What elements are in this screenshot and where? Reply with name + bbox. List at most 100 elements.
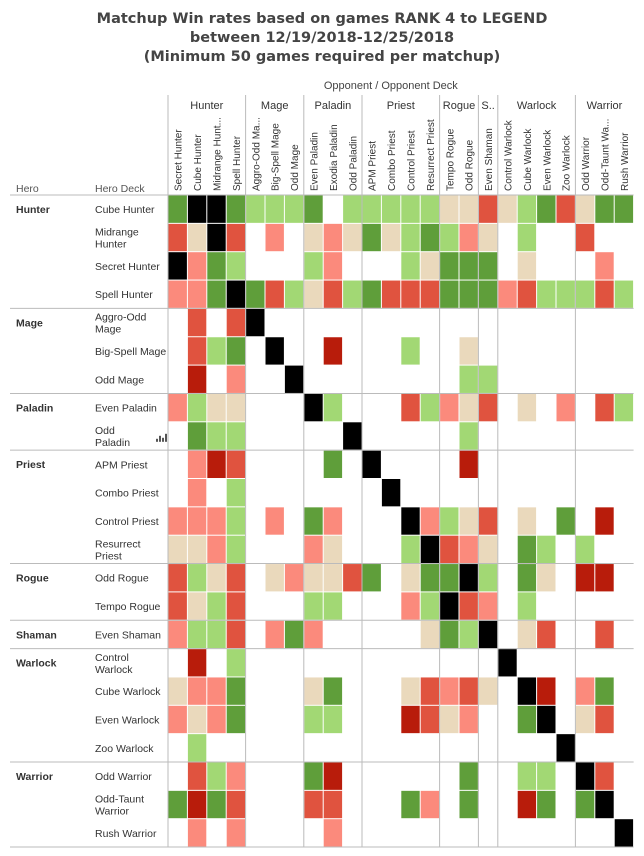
heatmap-cell (440, 223, 459, 252)
heatmap-cell (207, 535, 226, 564)
heatmap-cell (595, 564, 614, 592)
heatmap-cell (517, 762, 537, 790)
heatmap-cell (323, 762, 343, 790)
heatmap-cell (575, 564, 595, 592)
heatmap-cell (517, 223, 537, 252)
heatmap-cell (207, 223, 226, 252)
heatmap-cell (284, 195, 304, 223)
heatmap-cell (187, 592, 207, 620)
heatmap-cell (440, 592, 459, 620)
heatmap-cell (478, 223, 498, 252)
heatmap-cell (284, 620, 304, 649)
heatmap-cell (323, 393, 343, 422)
row-label: Tempo Rogue (95, 601, 161, 613)
heatmap-cell (265, 620, 284, 649)
column-group-label: Mage (261, 100, 289, 112)
heatmap-cell (323, 252, 343, 280)
heatmap-cell (226, 393, 246, 422)
heatmap-cell (420, 592, 440, 620)
heatmap-cell (187, 819, 207, 847)
heatmap-cell (362, 564, 381, 592)
column-label: Zoo Warlock (562, 134, 573, 191)
heatmap-cell (304, 705, 323, 734)
heatmap-cell (226, 365, 246, 393)
heatmap-cell (459, 790, 478, 819)
heatmap-cell (207, 705, 226, 734)
row-menu-icon (159, 435, 161, 442)
row-label: Secret Hunter (95, 261, 160, 273)
title-line-3: (Minimum 50 games required per matchup) (143, 49, 501, 65)
heatmap-cell (440, 535, 459, 564)
heatmap-cell (187, 705, 207, 734)
heatmap-cell (537, 195, 556, 223)
heatmap-cell (401, 393, 420, 422)
heatmap-cell (537, 564, 556, 592)
heatmap-cell (459, 620, 478, 649)
heatmap-cell (304, 507, 323, 535)
row-label: Aggro-Odd (95, 312, 147, 324)
heatmap-cell (459, 223, 478, 252)
row-label: Even Paladin (95, 403, 157, 415)
column-axis-title: Opponent / Opponent Deck (324, 80, 458, 92)
heatmap-cell (401, 280, 420, 308)
heatmap-cell (595, 393, 614, 422)
heatmap-cell (207, 762, 226, 790)
column-label: APM Priest (368, 141, 379, 191)
heatmap-cell (226, 195, 246, 223)
column-label: Odd Rogue (465, 139, 476, 191)
heatmap-cell (323, 450, 343, 478)
row-label: Even Shaman (95, 629, 161, 641)
row-label: Control Priest (95, 516, 159, 528)
heatmap-cell (304, 564, 323, 592)
heatmap-cell (595, 620, 614, 649)
heatmap-cell (226, 223, 246, 252)
heatmap-cell (362, 195, 381, 223)
heatmap-cell (575, 195, 595, 223)
heatmap-cell (381, 195, 401, 223)
heatmap-cell (323, 337, 343, 365)
row-group-label: Shaman (16, 629, 57, 641)
column-label: Rush Warrior (620, 132, 631, 191)
heatmap-cell (304, 280, 323, 308)
heatmap-cell (362, 450, 381, 478)
heatmap-cell (595, 507, 614, 535)
heatmap-cell (187, 649, 207, 677)
heatmap-cell (498, 280, 517, 308)
heatmap-cell (207, 790, 226, 819)
column-label: Aggro-Odd Ma... (251, 117, 262, 191)
heatmap-cell (207, 564, 226, 592)
heatmap-cell (226, 790, 246, 819)
heatmap-cell (420, 535, 440, 564)
heatmap-cell (440, 393, 459, 422)
heatmap-cell (187, 393, 207, 422)
heatmap-cell (420, 252, 440, 280)
title-line-2: between 12/19/2018-12/25/2018 (189, 30, 455, 46)
heatmap-cell (207, 422, 226, 450)
heatmap-cell (323, 507, 343, 535)
heatmap-cell (304, 195, 323, 223)
column-label: Tempo Rogue (445, 128, 456, 191)
row-label: Odd Warrior (95, 771, 152, 783)
heatmap-cell (478, 564, 498, 592)
heatmap-cell (459, 705, 478, 734)
heatmap-cell (381, 280, 401, 308)
heatmap-cell (187, 535, 207, 564)
heatmap-cell (265, 507, 284, 535)
column-label: Spell Hunter (232, 135, 243, 191)
heatmap-cell (343, 564, 362, 592)
row-label: Odd-Taunt (95, 794, 144, 806)
heatmap-cell (440, 677, 459, 705)
heatmap-cell (478, 677, 498, 705)
heatmap-cell (420, 507, 440, 535)
heatmap-cell (478, 592, 498, 620)
column-label: Even Shaman (484, 128, 495, 191)
heatmap-cell (595, 677, 614, 705)
row-label: Resurrect (95, 538, 141, 550)
heatmap-cell (284, 365, 304, 393)
heatmap-cell (323, 564, 343, 592)
heatmap-cell (420, 564, 440, 592)
heatmap-cell (401, 677, 420, 705)
row-label: Zoo Warlock (95, 743, 154, 755)
heatmap-cell (459, 195, 478, 223)
heatmap-cell (440, 507, 459, 535)
